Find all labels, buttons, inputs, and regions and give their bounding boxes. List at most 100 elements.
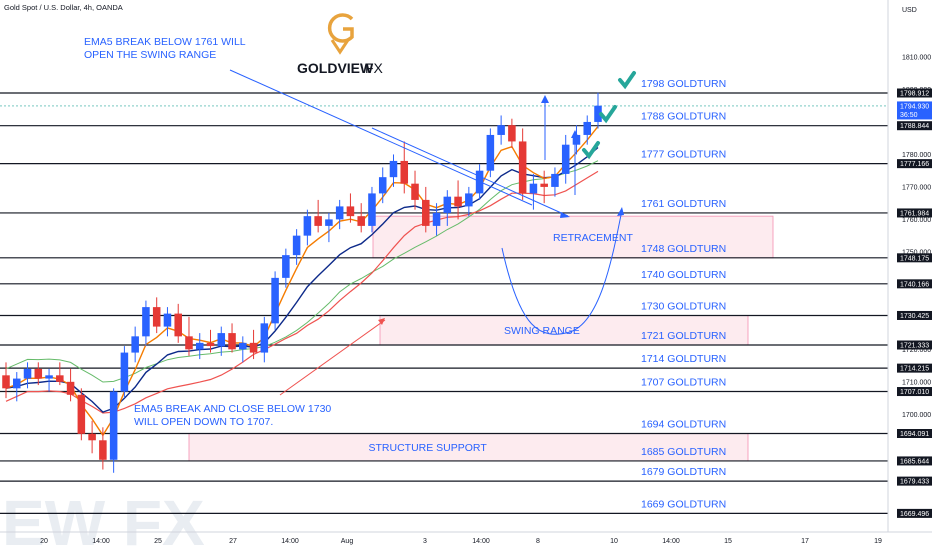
- candle-body: [2, 375, 10, 389]
- candle-body: [357, 216, 365, 226]
- price-label-text: 1685.644: [900, 458, 929, 465]
- price-label-box: [897, 387, 932, 397]
- price-label-box: [897, 208, 932, 218]
- logo-suffix: FX: [365, 60, 384, 76]
- goldturn-label: 1685 GOLDTURN: [641, 446, 726, 458]
- candle-body: [368, 193, 376, 226]
- check-icon: [618, 71, 636, 90]
- price-label-box: [897, 456, 932, 466]
- arrow-head-icon: [617, 207, 624, 216]
- goldturn-label: 1707 GOLDTURN: [641, 377, 726, 389]
- price-label-text: 1740.166: [900, 281, 929, 288]
- arrow-head-icon: [571, 130, 579, 138]
- goldturn-label: 1788 GOLDTURN: [641, 111, 726, 123]
- annotation-arrow-line: [229, 69, 533, 206]
- candle-body: [271, 277, 279, 324]
- candle-body: [389, 160, 398, 178]
- candle-body: [346, 206, 355, 217]
- candle-body: [12, 378, 21, 389]
- price-label-box: [897, 429, 932, 439]
- chart-title: Gold Spot / U.S. Dollar, 4h, OANDA: [4, 3, 123, 12]
- candle-body: [142, 307, 150, 337]
- candle-body: [185, 336, 193, 350]
- price-label-text: 1707.010: [900, 389, 929, 396]
- logo-name: GOLDVIEW: [297, 60, 374, 76]
- time-tick: 3: [423, 538, 427, 545]
- top-note-line2: OPEN THE SWING RANGE: [84, 49, 216, 61]
- time-tick: 17: [801, 538, 809, 545]
- goldturn-label: 1740 GOLDTURN: [641, 269, 726, 281]
- candle-body: [131, 336, 139, 353]
- time-tick: Aug: [341, 538, 354, 545]
- candle-body: [443, 196, 452, 213]
- price-label-text: 1721.333: [900, 343, 929, 350]
- drawings-layer: [229, 69, 624, 396]
- time-tick: 25: [154, 538, 162, 545]
- candle-body: [217, 333, 226, 347]
- logo-g-icon: [327, 13, 354, 43]
- check-marks-layer: [582, 71, 636, 160]
- goldturn-label: 1730 GOLDTURN: [641, 300, 726, 312]
- candle-body: [109, 391, 118, 460]
- candle-body: [497, 125, 505, 135]
- candle-body: [239, 342, 247, 350]
- goldview-logo: GOLDVIEW FX: [297, 13, 384, 76]
- top-note-line1: EMA5 BREAK BELOW 1761 WILL: [84, 36, 246, 48]
- arrow-head-icon: [541, 95, 549, 103]
- price-label-text: 1761.984: [900, 210, 929, 217]
- annotation-arrow-line-red: [279, 319, 386, 396]
- price-tick: 1810.000: [902, 54, 931, 61]
- top-annotation: EMA5 BREAK BELOW 1761 WILL OPEN THE SWIN…: [84, 36, 246, 61]
- check-icon: [599, 105, 617, 124]
- price-label-box: [897, 279, 932, 289]
- ma-pink-line: [5, 170, 599, 414]
- goldturn-label: 1669 GOLDTURN: [641, 498, 726, 510]
- goldturn-label: 1694 GOLDTURN: [641, 419, 726, 431]
- zone-label: STRUCTURE SUPPORT: [369, 442, 488, 454]
- candle-body: [422, 199, 430, 226]
- arrow-head-icon: [560, 212, 570, 218]
- candle-body: [529, 183, 538, 194]
- time-tick: 27: [229, 538, 237, 545]
- moving-averages-layer: [5, 125, 599, 437]
- zone-structure-support: [188, 433, 749, 462]
- time-tick: 14:00: [662, 538, 680, 545]
- goldturn-label: 1679 GOLDTURN: [641, 466, 726, 478]
- price-label-box: [897, 101, 932, 120]
- price-label-text: 1788.844: [900, 123, 929, 130]
- ema-orange-line: [5, 125, 599, 437]
- price-axis-labels[interactable]: 1798.912 1794.930 36:50 1788.844 1777.166 176…: [897, 88, 932, 518]
- price-label-text: 1777.166: [900, 161, 929, 168]
- candle-body: [56, 375, 64, 382]
- currency-label: USD: [902, 7, 917, 14]
- check-icon: [582, 141, 600, 160]
- goldturn-label: 1777 GOLDTURN: [641, 149, 726, 161]
- candle-body: [572, 134, 581, 145]
- candle-body: [206, 342, 215, 347]
- ema-navy-line: [5, 146, 599, 413]
- bottom-note-line1: EMA5 BREAK AND CLOSE BELOW 1730: [134, 403, 331, 415]
- price-tick: 1720.000: [902, 347, 931, 354]
- time-tick: 20: [40, 538, 48, 545]
- goldturn-label: 1714 GOLDTURN: [641, 353, 726, 365]
- candle-body: [432, 212, 441, 226]
- candle-body: [314, 216, 322, 226]
- price-tick: 1770.000: [902, 184, 931, 191]
- candle-body: [34, 368, 43, 379]
- price-label-box: [897, 88, 932, 98]
- countdown-text: 36:50: [900, 112, 918, 119]
- candle-body: [120, 352, 129, 392]
- candle-body: [45, 375, 53, 379]
- candle-body: [23, 368, 32, 379]
- candle-body: [583, 121, 592, 135]
- candle-body: [66, 381, 75, 395]
- price-label-box: [897, 159, 932, 169]
- candle-body: [400, 160, 409, 184]
- candle-body: [174, 313, 182, 337]
- candle-body: [540, 183, 548, 187]
- candle-body: [77, 394, 86, 434]
- candle-body: [163, 313, 172, 327]
- candle-body: [508, 125, 516, 142]
